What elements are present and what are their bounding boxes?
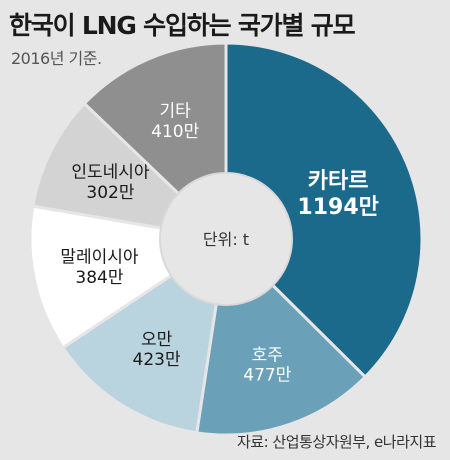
source-note: 자료: 산업통상자원부, e나라지표 (237, 433, 437, 451)
chart-title: 한국이 LNG 수입하는 국가별 규모 (9, 11, 356, 40)
donut-center (159, 172, 293, 306)
slice-label: 오만 423만 (133, 330, 181, 370)
slice-label: 기타 410만 (151, 102, 199, 142)
pie-slice (224, 41, 424, 380)
unit-label: 단위: t (203, 230, 249, 249)
slice-label: 호주 477만 (243, 345, 291, 385)
chart-subtitle: 2016년 기준. (11, 49, 102, 68)
slice-label: 인도네시아 302만 (71, 162, 150, 202)
slice-label: 카타르 1194만 (297, 169, 378, 220)
slice-label: 말레이시아 384만 (60, 248, 139, 288)
